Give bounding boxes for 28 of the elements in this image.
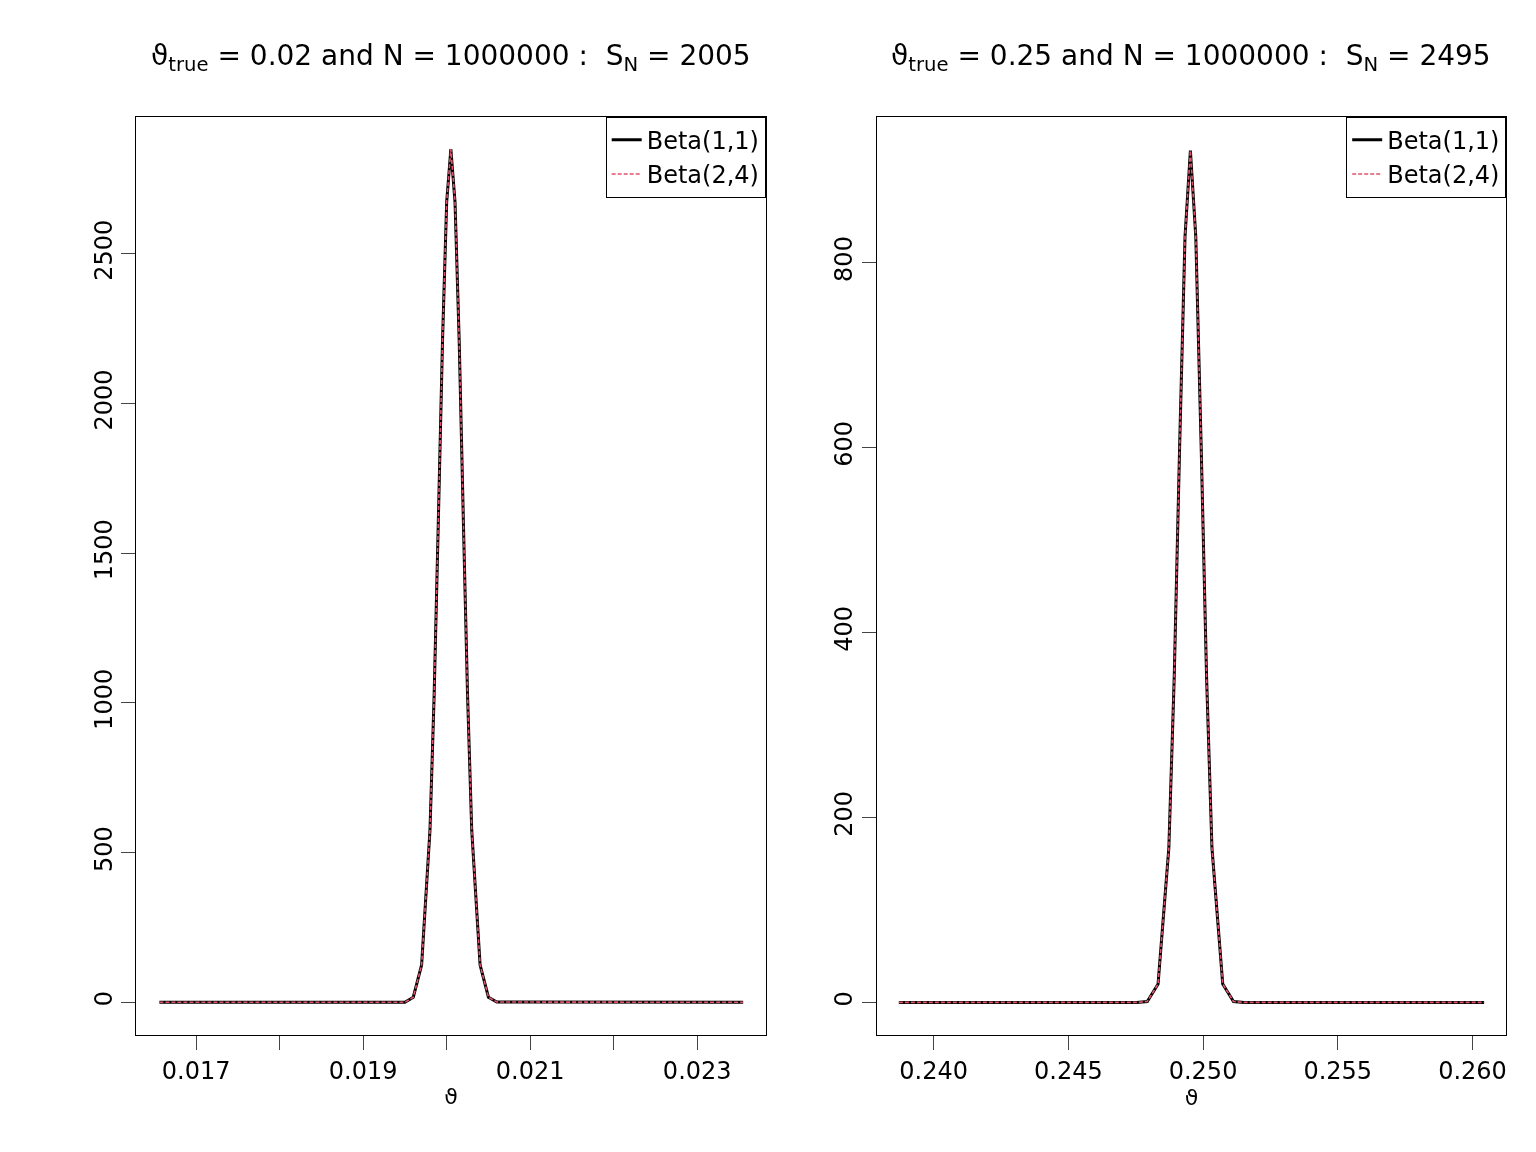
y-tick-label: 500 <box>89 826 118 872</box>
y-tick-label: 1500 <box>89 519 118 581</box>
legend-label: Beta(1,1) <box>1387 127 1500 156</box>
x-tick-label: 0.021 <box>495 1057 565 1086</box>
y-tick-label: 800 <box>830 236 859 282</box>
x-tick-label: 0.017 <box>161 1057 231 1086</box>
y-tick-label: 2000 <box>89 369 118 431</box>
x-tick-label: 0.019 <box>328 1057 398 1086</box>
y-tick-label: 400 <box>830 606 859 652</box>
legend-label: Beta(2,4) <box>646 161 759 190</box>
x-axis-title: ϑ <box>1184 1085 1199 1111</box>
y-tick-label: 200 <box>830 790 859 837</box>
x-tick-label: 0.255 <box>1303 1057 1373 1086</box>
y-tick-label: 0 <box>89 991 118 1007</box>
chart-title: ϑ$_{true}$ = 0.25 and N = 1000000 : S$_{N}$ = 2495 <box>891 39 1491 76</box>
x-tick-label: 0.245 <box>1033 1057 1103 1086</box>
x-tick-label: 0.240 <box>899 1057 968 1086</box>
y-tick-label: 2500 <box>89 219 118 281</box>
legend-label: Beta(2,4) <box>1387 161 1500 190</box>
legend-label: Beta(1,1) <box>646 127 759 156</box>
y-tick-label: 1000 <box>89 668 118 730</box>
x-tick-label: 0.023 <box>662 1057 732 1086</box>
chart-title: ϑ$_{true}$ = 0.02 and N = 1000000 : S$_{N}$ = 2005 <box>151 39 751 76</box>
x-axis-title: ϑ <box>444 1083 458 1109</box>
y-tick-label: 0 <box>830 991 859 1007</box>
y-tick-label: 600 <box>830 421 859 467</box>
x-tick-label: 0.260 <box>1438 1057 1507 1086</box>
x-tick-label: 0.250 <box>1168 1057 1238 1086</box>
